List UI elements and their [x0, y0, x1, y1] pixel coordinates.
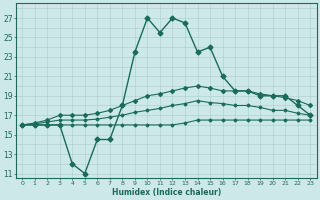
X-axis label: Humidex (Indice chaleur): Humidex (Indice chaleur) — [112, 188, 221, 197]
